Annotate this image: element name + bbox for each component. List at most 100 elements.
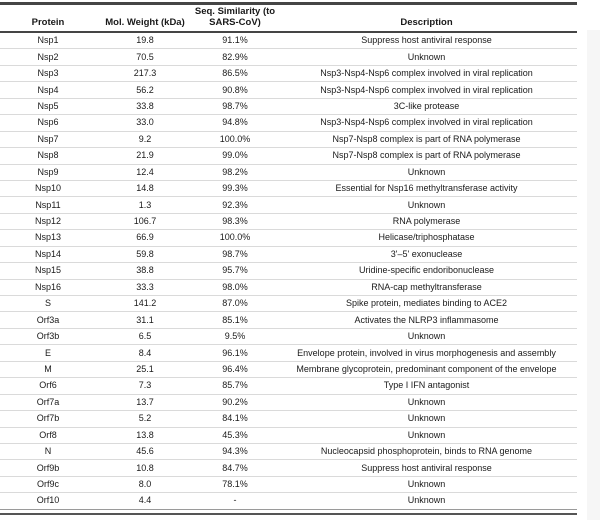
cell-weight: 8.0 [138, 479, 152, 490]
cell-similarity: 99.3% [222, 183, 248, 194]
cell-weight: 5.2 [138, 413, 152, 424]
table-row: Orf9c 8.0 78.1% Unknown [0, 477, 577, 494]
table-row: Orf9b 10.8 84.7% Suppress host antiviral re… [0, 460, 577, 477]
cell-description: Unknown [407, 166, 446, 177]
cell-weight: 38.8 [136, 265, 154, 276]
cell-protein: Orf7b [36, 413, 60, 424]
table-row: Nsp6 33.0 94.8% Nsp3-Nsp4-Nsp6 complex invo… [0, 115, 577, 132]
cell-protein: Nsp10 [34, 183, 61, 194]
table-row: Nsp9 12.4 98.2% Unknown [0, 165, 577, 181]
table-row: Nsp8 21.9 99.0% Nsp7-Nsp8 complex is part o… [0, 148, 577, 165]
cell-protein: M [44, 363, 52, 374]
cell-similarity: 94.3% [222, 446, 248, 457]
cell-weight: 33.3 [136, 281, 154, 292]
cell-similarity: 85.1% [222, 314, 248, 325]
cell-protein: Nsp12 [34, 216, 61, 227]
cell-similarity: 85.7% [222, 380, 248, 391]
cell-protein: Orf8 [39, 429, 57, 440]
cell-similarity: 86.5% [222, 68, 248, 79]
cell-weight: 141.2 [133, 298, 157, 309]
cell-description: Essential for Nsp16 methyltransferase ac… [335, 183, 518, 194]
cell-weight: 19.8 [136, 35, 154, 46]
cell-similarity: 91.1% [222, 35, 248, 46]
cell-description: Helicase/triphosphatase [378, 232, 475, 243]
table-row: N 45.6 94.3% Nucleocapsid phosphoprotein, b… [0, 444, 577, 461]
cell-similarity: - [233, 495, 237, 506]
cell-weight: 9.2 [138, 133, 152, 144]
cell-description: Unknown [407, 413, 446, 424]
page-right-margin [587, 30, 600, 520]
cell-description: Unknown [407, 396, 446, 407]
cell-protein: Orf10 [36, 495, 60, 506]
cell-description: Unknown [407, 199, 446, 210]
cell-similarity: 96.4% [222, 363, 248, 374]
table-row: S 141.2 87.0% Spike protein, mediates bindi… [0, 296, 577, 313]
table-row: Orf3b 6.5 9.5% Unknown [0, 329, 577, 346]
cell-protein: Nsp15 [34, 265, 61, 276]
cell-description: Envelope protein, involved in virus morp… [297, 347, 556, 358]
column-header-mol-weight: Mol. Weight (kDa) [105, 17, 185, 28]
cell-description: Nsp7-Nsp8 complex is part of RNA polymer… [332, 150, 521, 161]
cell-weight: 25.1 [136, 363, 154, 374]
cell-similarity: 82.9% [222, 51, 248, 62]
cell-weight: 217.3 [133, 68, 157, 79]
cell-description: Nucleocapsid phosphoprotein, binds to RN… [320, 446, 533, 457]
table-row: Orf7b 5.2 84.1% Unknown [0, 411, 577, 428]
table-row: Nsp7 9.2 100.0% Nsp7-Nsp8 complex is part o… [0, 132, 577, 149]
cell-similarity: 96.1% [222, 347, 248, 358]
cell-similarity: 90.8% [222, 84, 248, 95]
cell-similarity: 100.0% [219, 232, 251, 243]
cell-protein: Orf9b [36, 462, 60, 473]
table-row: Nsp4 56.2 90.8% Nsp3-Nsp4-Nsp6 complex invo… [0, 82, 577, 99]
cell-similarity: 98.7% [222, 248, 248, 259]
cell-protein: Nsp8 [37, 150, 59, 161]
cell-description: Activates the NLRP3 inflammasome [354, 314, 499, 325]
table-row: Orf6 7.3 85.7% Type I IFN antagonist [0, 378, 577, 395]
cell-description: Uridine-specific endoribonuclease [358, 265, 495, 276]
cell-weight: 14.8 [136, 183, 154, 194]
cell-weight: 4.4 [138, 495, 152, 506]
cell-description: Unknown [407, 331, 446, 342]
cell-similarity: 95.7% [222, 265, 248, 276]
cell-weight: 13.7 [136, 396, 154, 407]
table-header-row: Protein Mol. Weight (kDa) Seq. Similarit… [0, 5, 577, 33]
cell-protein: Orf7a [36, 396, 60, 407]
cell-description: Nsp3-Nsp4-Nsp6 complex involved in viral… [320, 117, 533, 128]
cell-description: 3'–5' exonuclease [390, 248, 463, 259]
cell-weight: 45.6 [136, 446, 154, 457]
cell-weight: 13.8 [136, 429, 154, 440]
cell-protein: Nsp9 [37, 166, 59, 177]
cell-description: Suppress host antiviral response [361, 35, 492, 46]
cell-weight: 10.8 [136, 462, 154, 473]
cell-similarity: 9.5% [224, 331, 246, 342]
cell-weight: 7.3 [138, 380, 152, 391]
table-row: Nsp11 1.3 92.3% Unknown [0, 197, 577, 214]
table-row: Nsp10 14.8 99.3% Essential for Nsp16 methyl… [0, 181, 577, 198]
cell-similarity: 98.3% [222, 216, 248, 227]
table-row: Nsp1 19.8 91.1% Suppress host antiviral res… [0, 33, 577, 50]
cell-weight: 33.0 [136, 117, 154, 128]
cell-protein: E [44, 347, 51, 358]
table-row: Nsp15 38.8 95.7% Uridine-specific endoribon… [0, 263, 577, 280]
cell-description: Unknown [407, 479, 446, 490]
cell-protein: Nsp1 [37, 35, 59, 46]
cell-weight: 8.4 [138, 347, 152, 358]
cell-protein: Nsp13 [34, 232, 61, 243]
table-row: Orf7a 13.7 90.2% Unknown [0, 395, 577, 412]
cell-description: Unknown [407, 495, 446, 506]
cell-protein: Orf6 [39, 380, 57, 391]
protein-table: Protein Mol. Weight (kDa) Seq. Similarit… [0, 2, 577, 515]
cell-similarity: 84.1% [222, 413, 248, 424]
cell-similarity: 87.0% [222, 298, 248, 309]
table-row: Orf3a 31.1 85.1% Activates the NLRP3 inflam… [0, 312, 577, 329]
cell-description: 3C-like protease [393, 100, 460, 111]
column-header-description: Description [400, 17, 453, 28]
cell-description: Nsp3-Nsp4-Nsp6 complex involved in viral… [320, 84, 533, 95]
cell-similarity: 92.3% [222, 199, 248, 210]
table-row: Nsp13 66.9 100.0% Helicase/triphosphatase [0, 230, 577, 247]
cell-weight: 1.3 [138, 199, 152, 210]
table-bottom-rule [0, 512, 577, 515]
cell-weight: 70.5 [136, 51, 154, 62]
cell-description: Membrane glycoprotein, predominant compo… [296, 363, 557, 374]
cell-weight: 59.8 [136, 248, 154, 259]
